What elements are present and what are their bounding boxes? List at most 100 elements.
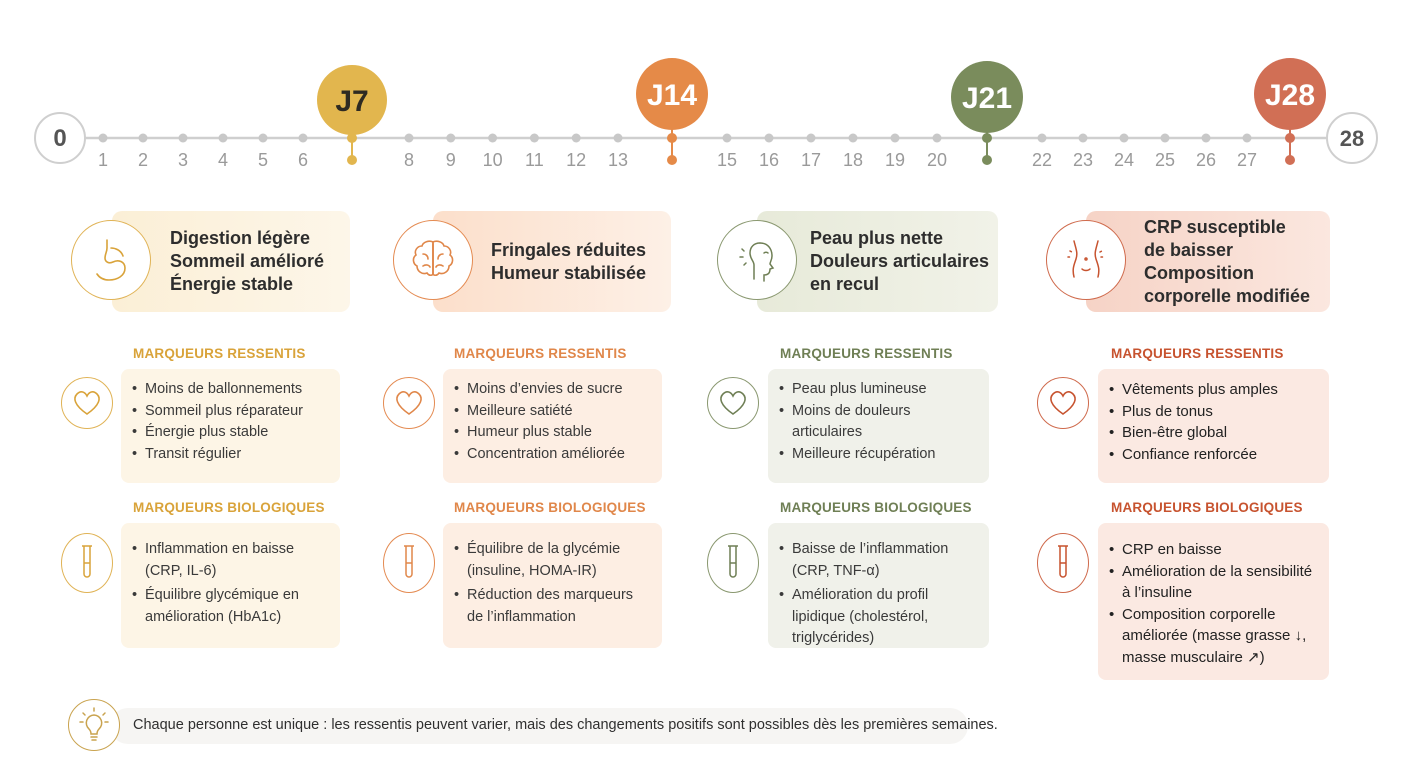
- felt-list: Moins d’envies de sucre Meilleure satiét…: [443, 369, 662, 483]
- timeline-tick: 12: [566, 133, 586, 170]
- svg-text:J7: J7: [335, 85, 368, 118]
- svg-text:20: 20: [927, 150, 947, 170]
- bio-title: MARQUEURS BIOLOGIQUES: [454, 500, 646, 515]
- heart-icon: [707, 377, 759, 429]
- timeline-tick: 3: [178, 133, 188, 170]
- list-item: Moins de ballonnements: [132, 379, 330, 401]
- list-item: Moins de douleurs articulaires: [779, 401, 942, 444]
- svg-text:J14: J14: [647, 79, 697, 112]
- svg-text:0: 0: [53, 125, 66, 152]
- bio-title: MARQUEURS BIOLOGIQUES: [1111, 500, 1303, 515]
- list-item: Confiance renforcée: [1109, 444, 1319, 466]
- card-line: Douleurs articulaires: [810, 251, 990, 271]
- milestone-card-j21: Peau plus nette Douleurs articulaires en…: [757, 211, 998, 312]
- list-item: Peau plus lumineuse: [779, 379, 979, 401]
- svg-text:3: 3: [178, 150, 188, 170]
- timeline-tick: 23: [1073, 133, 1093, 170]
- svg-text:24: 24: [1114, 150, 1134, 170]
- list-item: Équilibre de la glycémie (insuline, HOMA…: [454, 539, 652, 582]
- timeline-tick: 6: [298, 133, 308, 170]
- card-line: Composition: [1144, 262, 1254, 283]
- felt-list: Moins de ballonnements Sommeil plus répa…: [121, 369, 340, 483]
- felt-title: MARQUEURS RESSENTIS: [133, 346, 306, 361]
- list-item: Équilibre glycémique en amélioration (Hb…: [132, 585, 330, 628]
- svg-text:13: 13: [608, 150, 628, 170]
- card-line: CRP susceptible: [1144, 216, 1286, 237]
- list-item: Baisse de l’inflammation (CRP, TNF-α): [779, 539, 957, 582]
- timeline-tick: 1: [98, 133, 108, 170]
- timeline-tick: 17: [801, 133, 821, 170]
- svg-text:22: 22: [1032, 150, 1052, 170]
- milestone-j21: J21: [951, 61, 1023, 165]
- card-line: corporelle modifiée: [1144, 285, 1311, 306]
- milestone-j14: J14: [636, 58, 708, 165]
- milestone-j7: J7: [317, 65, 387, 165]
- card-line: de baisser: [1144, 239, 1234, 260]
- timeline-tick: 4: [218, 133, 228, 170]
- test-tube-icon: [383, 533, 435, 593]
- svg-text:23: 23: [1073, 150, 1093, 170]
- list-item: Plus de tonus: [1109, 401, 1319, 423]
- milestone-card-j7: Digestion légère Sommeil amélioré Énergi…: [112, 211, 350, 312]
- list-item: Transit régulier: [132, 444, 330, 466]
- test-tube-icon: [1037, 533, 1089, 593]
- svg-text:J28: J28: [1265, 79, 1315, 112]
- bio-list: Équilibre de la glycémie (insuline, HOMA…: [443, 523, 662, 648]
- heart-icon: [1037, 377, 1089, 429]
- timeline-tick: 16: [759, 133, 779, 170]
- svg-text:8: 8: [404, 150, 414, 170]
- felt-list: Peau plus lumineuse Moins de douleurs ar…: [768, 369, 989, 483]
- card-line: Fringales réduites: [491, 239, 647, 260]
- bio-list: Baisse de l’inflammation (CRP, TNF-α) Am…: [768, 523, 989, 648]
- svg-text:19: 19: [885, 150, 905, 170]
- svg-text:6: 6: [298, 150, 308, 170]
- list-item: Moins d’envies de sucre: [454, 379, 652, 401]
- heart-icon: [383, 377, 435, 429]
- svg-text:2: 2: [138, 150, 148, 170]
- svg-text:1: 1: [98, 150, 108, 170]
- timeline: 0 281 2 3 4 5 6 8 9 10 11 12 13 15 16 17 18 19 20 22 23 24 25 2…: [34, 58, 1378, 170]
- svg-text:17: 17: [801, 150, 821, 170]
- timeline-tick: 8: [404, 133, 414, 170]
- list-item: Concentration améliorée: [454, 444, 652, 466]
- timeline-tick: 15: [717, 133, 737, 170]
- bio-title: MARQUEURS BIOLOGIQUES: [133, 500, 325, 515]
- timeline-tick: 25: [1155, 133, 1175, 170]
- svg-text:15: 15: [717, 150, 737, 170]
- list-item: Vêtements plus amples: [1109, 379, 1319, 401]
- card-line: Sommeil amélioré: [170, 251, 325, 271]
- list-item: Réduction des marqueurs de l’inflammatio…: [454, 585, 652, 628]
- list-item: Énergie plus stable: [132, 422, 330, 444]
- timeline-tick: 24: [1114, 133, 1134, 170]
- card-line: Peau plus nette: [810, 228, 944, 248]
- timeline-tick: 26: [1196, 133, 1216, 170]
- bio-list: Inflammation en baisse (CRP, IL-6) Équil…: [121, 523, 340, 648]
- test-tube-icon: [707, 533, 759, 593]
- list-item: Amélioration du profil lipidique (choles…: [779, 585, 979, 650]
- svg-text:25: 25: [1155, 150, 1175, 170]
- timeline-tick: 9: [446, 133, 456, 170]
- timeline-tick: 13: [608, 133, 628, 170]
- timeline-tick: 20: [927, 133, 947, 170]
- milestone-card-j28: CRP susceptible de baisser Composition c…: [1086, 211, 1330, 312]
- stomach-icon: [71, 220, 151, 300]
- timeline-tick: 19: [885, 133, 905, 170]
- timeline-tick: 10: [483, 133, 503, 170]
- svg-text:J21: J21: [962, 82, 1012, 115]
- timeline-start: 0: [34, 112, 86, 164]
- felt-list: Vêtements plus amples Plus de tonus Bien…: [1098, 369, 1329, 483]
- svg-text:5: 5: [258, 150, 268, 170]
- svg-text:11: 11: [525, 150, 544, 170]
- list-item: Meilleure récupération: [779, 444, 979, 466]
- heart-icon: [61, 377, 113, 429]
- list-item: Inflammation en baisse (CRP, IL-6): [132, 539, 330, 582]
- felt-title: MARQUEURS RESSENTIS: [454, 346, 627, 361]
- list-item: CRP en baisse: [1109, 539, 1319, 561]
- bio-list: CRP en baisse Amélioration de la sensibi…: [1098, 523, 1329, 680]
- timeline-tick: 18: [843, 133, 863, 170]
- card-line: en recul: [810, 274, 880, 294]
- card-line: Humeur stabilisée: [491, 262, 647, 283]
- list-item: Bien-être global: [1109, 422, 1319, 444]
- timeline-tick: 5: [258, 133, 268, 170]
- svg-text:18: 18: [843, 150, 863, 170]
